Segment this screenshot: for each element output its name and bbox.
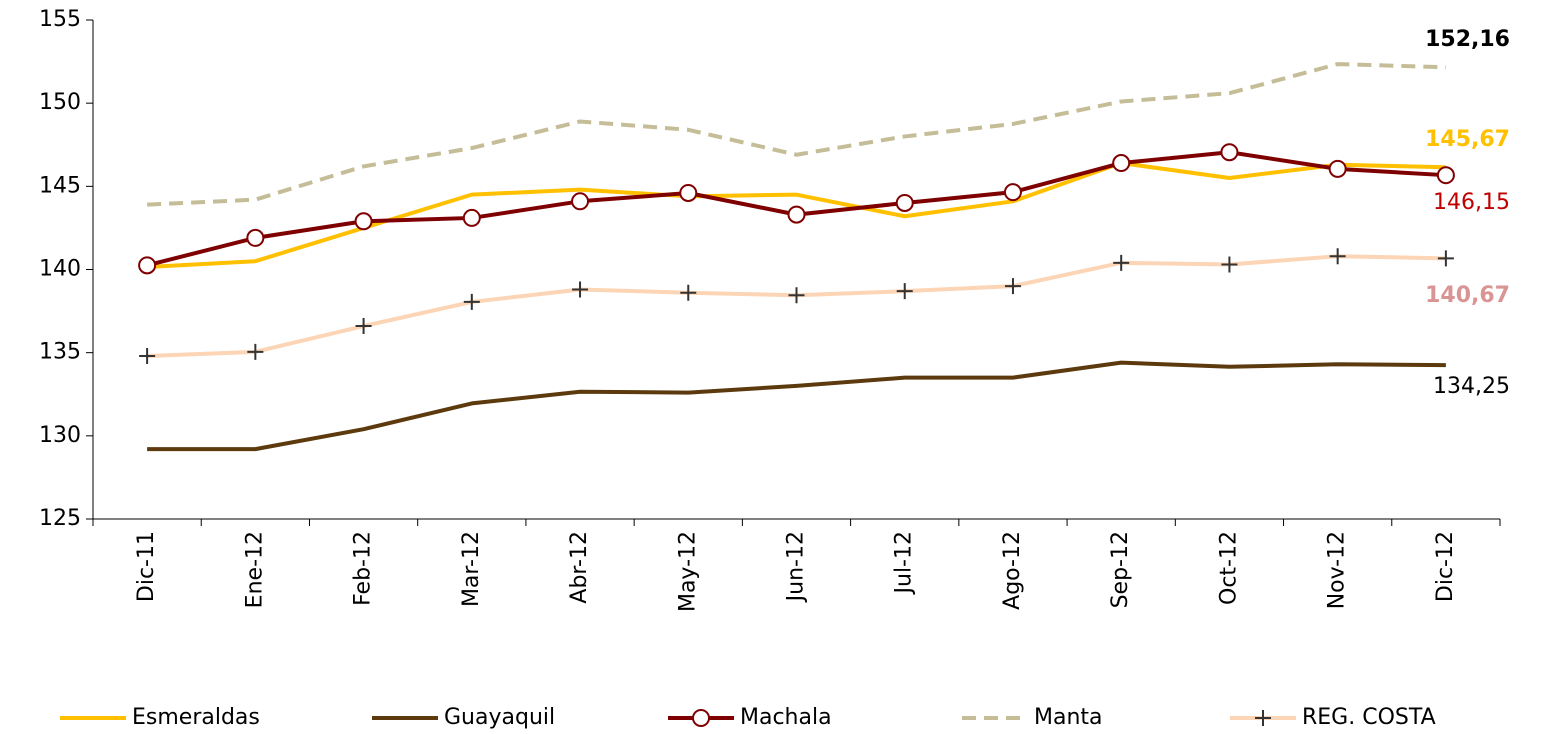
marker <box>246 228 265 247</box>
legend-item: Esmeraldas <box>60 705 260 730</box>
marker <box>354 212 373 231</box>
legend-item: Manta <box>962 705 1103 730</box>
y-tick-label: 145 <box>39 173 81 198</box>
marker <box>139 347 156 364</box>
legend-item: Machala <box>668 705 832 730</box>
series-line <box>147 360 1446 452</box>
x-tick-label: Ene-12 <box>242 531 267 608</box>
marker <box>572 281 589 298</box>
marker <box>895 193 914 212</box>
marker <box>787 205 806 224</box>
x-tick-label: Oct-12 <box>1216 531 1241 605</box>
legend-label: Esmeraldas <box>132 705 260 730</box>
marker <box>1003 183 1022 202</box>
legend-label: Manta <box>1034 705 1103 730</box>
y-tick-label: 140 <box>39 257 81 282</box>
marker <box>462 208 481 227</box>
marker <box>571 192 590 211</box>
annotation: 134,25 <box>1433 374 1510 399</box>
legend-label: Machala <box>740 705 832 730</box>
x-tick-label: Dic-11 <box>134 531 159 602</box>
marker <box>1220 143 1239 162</box>
legend-item: REG. COSTA <box>1230 705 1436 730</box>
y-tick-label: 125 <box>39 506 81 531</box>
x-tick-label: Abr-12 <box>567 531 592 604</box>
marker <box>1437 250 1454 267</box>
marker <box>247 343 264 360</box>
x-tick-label: Mar-12 <box>459 531 484 607</box>
x-tick-label: May-12 <box>675 531 700 612</box>
marker <box>138 256 157 275</box>
y-tick-label: 155 <box>39 7 81 32</box>
x-tick-label: Jul-12 <box>892 531 917 595</box>
marker <box>680 284 697 301</box>
annotation: 145,67 <box>1425 127 1510 152</box>
series-line <box>147 62 1446 207</box>
annotation: 152,16 <box>1425 27 1510 52</box>
marker <box>1113 254 1130 271</box>
x-tick-label: Sep-12 <box>1108 531 1133 608</box>
marker <box>1436 166 1455 185</box>
x-tick-label: Jun-12 <box>784 531 809 603</box>
marker <box>1328 159 1347 178</box>
annotation: 146,15 <box>1433 190 1510 215</box>
marker <box>788 287 805 304</box>
legend-item: Guayaquil <box>372 705 555 730</box>
marker <box>896 283 913 300</box>
annotation: 140,67 <box>1425 283 1510 308</box>
series-line <box>147 254 1446 358</box>
x-tick-label: Ago-12 <box>1000 531 1025 610</box>
marker <box>355 318 372 335</box>
x-tick-label: Nov-12 <box>1325 531 1350 609</box>
marker <box>1221 256 1238 273</box>
legend-label: REG. COSTA <box>1302 705 1436 730</box>
legend-label: Guayaquil <box>444 705 555 730</box>
legend-marker <box>1255 710 1271 726</box>
x-tick-label: Dic-12 <box>1433 531 1458 602</box>
y-tick-label: 130 <box>39 423 81 448</box>
marker <box>1329 248 1346 265</box>
marker <box>1004 278 1021 295</box>
x-tick-label: Feb-12 <box>351 531 376 606</box>
marker <box>679 183 698 202</box>
marker <box>463 293 480 310</box>
y-tick-label: 150 <box>39 90 81 115</box>
marker <box>1112 154 1131 173</box>
y-tick-label: 135 <box>39 340 81 365</box>
legend-marker <box>692 709 710 727</box>
